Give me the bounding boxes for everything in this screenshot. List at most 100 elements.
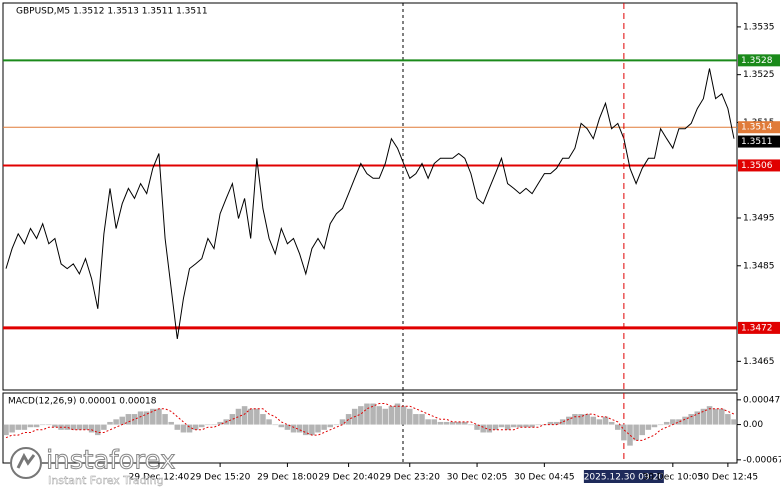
macd-bar xyxy=(217,421,223,425)
macd-bar xyxy=(70,424,77,430)
macd-bar xyxy=(284,424,291,430)
macd-bar xyxy=(627,424,633,446)
level-label-box xyxy=(738,159,780,172)
macd-bar xyxy=(547,421,554,425)
macd-bar xyxy=(731,419,737,425)
macd-bar xyxy=(364,403,370,425)
macd-bar xyxy=(241,406,248,425)
level-label: 1.3514 xyxy=(741,123,773,133)
macd-bar xyxy=(529,424,535,428)
macd-bar xyxy=(150,408,156,425)
y-tick-label: 1.3465 xyxy=(743,357,775,367)
macd-bar xyxy=(657,424,664,426)
macd-bar xyxy=(719,408,725,425)
macd-bar xyxy=(468,424,474,426)
macd-bar xyxy=(480,424,486,433)
highlight-label-box xyxy=(583,470,664,483)
macd-bar xyxy=(578,414,584,425)
macd-bar xyxy=(602,416,609,425)
macd-bar xyxy=(137,411,144,425)
y-tick-label: 1.3485 xyxy=(743,261,775,271)
macd-bar xyxy=(663,421,670,425)
macd-bar xyxy=(254,408,260,425)
y-tick-label: 1.3535 xyxy=(743,22,775,32)
y-tick-label: 1.3525 xyxy=(743,70,775,80)
macd-bar xyxy=(449,421,456,425)
macd-bar xyxy=(700,408,707,425)
macd-bar xyxy=(260,414,266,425)
macd-bar xyxy=(327,424,333,428)
x-tick-label: 30 Dec 04:45 xyxy=(514,473,575,483)
macd-bar xyxy=(205,424,211,426)
x-tick-label: 30 Dec 10:05 xyxy=(643,473,704,483)
macd-title: MACD(12,26,9) 0.00001 0.00018 xyxy=(8,397,157,407)
logo-mark xyxy=(16,452,36,469)
logo-brand: instaforex xyxy=(46,446,175,476)
macd-bar xyxy=(52,424,58,428)
macd-bar xyxy=(498,424,505,428)
macd-bar xyxy=(21,424,28,430)
macd-bar xyxy=(394,403,401,425)
macd-bar xyxy=(639,424,645,436)
macd-bar xyxy=(511,424,517,428)
macd-bar xyxy=(321,424,327,430)
macd-bar xyxy=(370,403,376,425)
macd-bar xyxy=(590,416,597,425)
plot: 1.35351.35251.35151.34951.34851.34651.35… xyxy=(3,3,781,483)
macd-bar xyxy=(345,414,352,425)
macd-bar xyxy=(425,419,431,425)
macd-bar xyxy=(517,424,523,428)
x-tick-label: 30 Dec 12:45 xyxy=(698,473,759,483)
macd-bar xyxy=(339,419,346,425)
macd-bar xyxy=(46,424,52,426)
logo: instaforex Instant Forex Trading xyxy=(10,445,176,487)
macd-bar xyxy=(9,424,15,433)
macd-bar xyxy=(174,424,181,430)
price-line xyxy=(5,68,735,339)
macd-bar xyxy=(125,414,132,425)
macd-bar xyxy=(272,424,278,426)
macd-bar xyxy=(608,421,615,425)
x-tick-label: 29 Dec 12:40 xyxy=(129,473,190,483)
macd-bar xyxy=(3,424,9,436)
logo-icon xyxy=(10,447,42,479)
macd-bar xyxy=(278,424,285,428)
macd-bar xyxy=(88,424,95,433)
level-label: 1.3472 xyxy=(741,323,773,333)
macd-bar xyxy=(82,424,89,430)
macd-bar xyxy=(712,408,719,425)
macd-bar xyxy=(27,424,34,428)
macd-bar xyxy=(682,416,688,425)
macd-bar xyxy=(119,416,125,425)
macd-bar xyxy=(400,406,407,425)
macd-bar xyxy=(211,424,217,426)
macd-bar xyxy=(455,421,462,425)
macd-bar xyxy=(143,411,150,425)
macd-bar xyxy=(131,414,138,425)
x-tick-label: 29 Dec 23:20 xyxy=(379,473,440,483)
macd-bar xyxy=(615,424,621,430)
macd-bar xyxy=(566,416,572,425)
macd-bar xyxy=(523,424,529,428)
macd-bar xyxy=(101,424,107,430)
macd-bar xyxy=(382,408,389,425)
y-tick-label: 1.3495 xyxy=(743,214,775,224)
macd-bar xyxy=(486,424,493,433)
macd-bar xyxy=(645,424,652,430)
macd-bar xyxy=(407,408,413,425)
macd-bar xyxy=(247,408,254,425)
macd-bar xyxy=(462,421,468,425)
macd-bar xyxy=(95,424,101,436)
macd-bar xyxy=(504,424,511,430)
macd-bar xyxy=(33,424,40,428)
macd-bar xyxy=(168,421,174,425)
macd-bar xyxy=(725,414,731,425)
macd-bar xyxy=(633,424,639,441)
macd-bar xyxy=(290,424,297,433)
chart-title: GBPUSD,M5 1.3512 1.3513 1.3511 1.3511 xyxy=(16,7,208,17)
last-price-box xyxy=(738,135,780,148)
macd-bar xyxy=(15,424,21,430)
level-label: 1.3528 xyxy=(741,56,773,66)
macd-bar xyxy=(651,424,658,428)
